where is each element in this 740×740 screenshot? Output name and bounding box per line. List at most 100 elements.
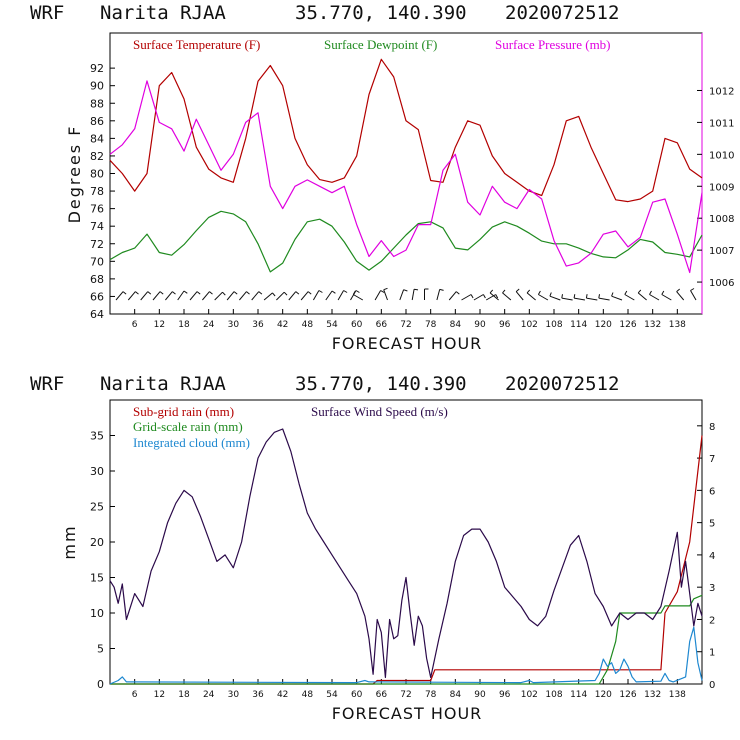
x-tick-label: 36 xyxy=(252,320,264,330)
x-tick-label: 36 xyxy=(252,690,264,700)
wind-barb xyxy=(661,294,672,301)
chart2-legend: Sub-grid rain (mm) Grid-scale rain (mm) … xyxy=(133,404,448,450)
chart1-x-ticks: 6 12 18 24 30 36 42 48 54 60 66 72 78 84 90 96 102 108 114… xyxy=(132,309,686,330)
wind-barb-feather xyxy=(690,288,695,291)
wind-barb xyxy=(337,290,345,301)
wind-barb-feather xyxy=(403,289,408,292)
wind-barb xyxy=(140,291,149,301)
x-tick-label: 84 xyxy=(450,320,462,330)
wind-barb-feather xyxy=(526,289,531,294)
chart1-header: WRF Narita RJAA 35.770, 140.390 20200725… xyxy=(30,2,619,24)
wind-barb-feather xyxy=(598,294,600,299)
y-tick-label: 35 xyxy=(90,430,104,443)
chart2-header: WRF Narita RJAA 35.770, 140.390 20200725… xyxy=(30,373,619,395)
wind-barb-feather xyxy=(502,289,506,294)
wind-barb-feather xyxy=(676,288,681,292)
x-tick-label: 132 xyxy=(644,320,661,330)
wind-barb xyxy=(276,291,285,301)
y2-tick-label: 1009 xyxy=(709,182,734,193)
y2-tick-label: 7 xyxy=(709,454,715,465)
wind-barb xyxy=(676,291,685,301)
x-tick-label: 60 xyxy=(351,690,363,700)
y-tick-label: 76 xyxy=(90,203,104,216)
wind-barb-feather xyxy=(352,290,356,295)
chart2-y2-ticks: 0 1 2 3 4 5 6 7 8 xyxy=(697,422,715,691)
legend-grid-scale-rain: Grid-scale rain (mm) xyxy=(133,419,243,434)
series-line-surface-pressure xyxy=(109,80,703,274)
x-tick-label: 120 xyxy=(595,320,612,330)
x-tick-label: 138 xyxy=(669,320,686,330)
chart1-coords: 35.770, 140.390 xyxy=(295,2,467,24)
x-tick-label: 96 xyxy=(499,320,511,330)
x-tick-label: 30 xyxy=(228,690,240,700)
x-tick-label: 42 xyxy=(277,690,288,700)
wind-barb-feather xyxy=(537,290,541,295)
wind-barb-feather xyxy=(196,291,201,295)
x-tick-label: 102 xyxy=(521,320,538,330)
y-tick-label: 10 xyxy=(90,607,104,620)
chart1-y-ticks: 64 66 68 70 72 74 76 78 80 82 84 86 88 90 92 xyxy=(90,62,115,321)
wind-barb-feather xyxy=(172,291,176,295)
x-tick-label: 126 xyxy=(619,320,636,330)
wind-barb-feather xyxy=(318,290,323,293)
wind-barb-feather xyxy=(222,291,226,296)
wind-barb-feather xyxy=(233,291,238,295)
wind-barb-feather xyxy=(549,292,552,297)
wind-barb xyxy=(312,290,320,301)
x-tick-label: 108 xyxy=(545,320,562,330)
wind-barb xyxy=(515,291,524,301)
x-tick-label: 114 xyxy=(570,320,587,330)
x-tick-label: 54 xyxy=(326,320,338,330)
series-line-surface-temperature xyxy=(109,58,703,203)
y-tick-label: 86 xyxy=(90,115,104,128)
chart2-model: WRF xyxy=(30,373,64,395)
wind-barb xyxy=(637,292,647,301)
wind-barb xyxy=(165,291,173,301)
y2-tick-label: 1012 xyxy=(709,86,734,97)
wind-barb-feather xyxy=(246,291,250,295)
wind-barb-feather xyxy=(283,291,288,296)
y-tick-label: 15 xyxy=(90,572,104,585)
wind-barb xyxy=(115,291,124,301)
wind-barb xyxy=(374,290,382,301)
wind-barb xyxy=(574,297,585,301)
y-tick-label: 80 xyxy=(90,168,104,181)
x-tick-label: 24 xyxy=(203,690,215,700)
wind-barb-feather xyxy=(258,291,263,295)
wind-barb-feather xyxy=(122,291,127,295)
y2-tick-label: 0 xyxy=(709,680,715,691)
chart1-x-axis-label: FORECAST HOUR xyxy=(332,334,483,353)
y-tick-label: 74 xyxy=(90,220,104,233)
wind-barb xyxy=(436,289,441,301)
x-tick-label: 102 xyxy=(521,690,538,700)
wind-barb-feather xyxy=(355,290,360,293)
x-tick-label: 6 xyxy=(132,690,138,700)
wind-barb xyxy=(202,291,210,301)
chart1-y2-ticks: 1006 1007 1008 1009 1010 1011 1012 xyxy=(697,86,734,289)
chart2-x-ticks: 6 12 18 24 30 36 42 48 54 60 66 72 78 84 90 96 102 108 114… xyxy=(132,679,686,700)
chart1-init: 2020072512 xyxy=(505,2,619,24)
wind-barb-feather xyxy=(611,292,614,297)
y2-tick-label: 1007 xyxy=(709,246,734,257)
wind-barb xyxy=(263,292,273,301)
x-tick-label: 78 xyxy=(425,320,437,330)
wind-barb-feather xyxy=(624,290,628,295)
y-tick-label: 88 xyxy=(90,97,104,110)
y-tick-label: 25 xyxy=(90,501,104,514)
x-tick-label: 96 xyxy=(499,690,511,700)
y-tick-label: 92 xyxy=(90,62,104,75)
wind-barb xyxy=(549,295,561,301)
wind-barb-feather xyxy=(159,291,164,295)
wind-barb xyxy=(152,291,161,301)
wind-barb-feather xyxy=(295,291,300,295)
wind-barb xyxy=(214,291,223,301)
wind-barb xyxy=(325,290,333,301)
chart2-series xyxy=(109,428,703,685)
wind-barb xyxy=(127,291,136,301)
wind-barb-feather xyxy=(414,288,419,291)
y-tick-label: 82 xyxy=(90,150,104,163)
x-tick-label: 84 xyxy=(450,690,462,700)
y-tick-label: 30 xyxy=(90,465,104,478)
wind-barb-feather xyxy=(573,294,576,299)
